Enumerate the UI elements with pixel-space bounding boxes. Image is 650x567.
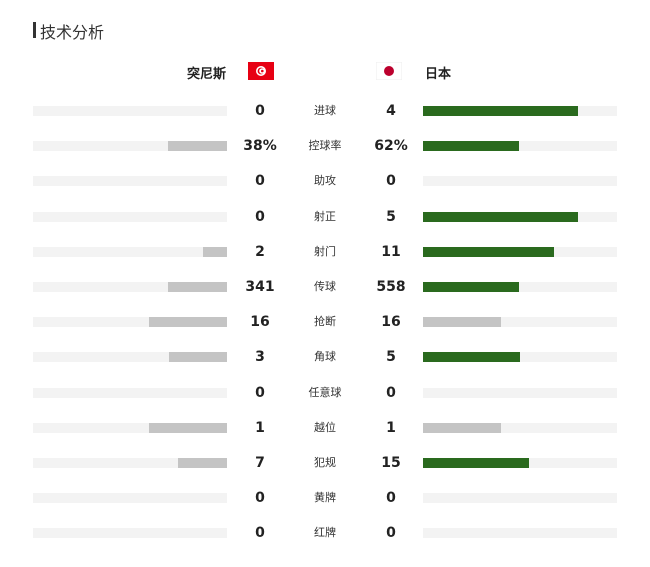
stat-label: 红牌 [314,526,336,540]
stat-label: 助攻 [314,174,336,188]
home-bar [168,352,227,363]
home-bar [149,422,227,433]
home-value: 16 [250,314,270,331]
away-value: 15 [381,455,401,471]
home-track [33,282,227,292]
away-bar [423,211,579,222]
away-track [423,387,617,398]
away-bar [423,282,520,292]
home-value: 7 [255,455,265,471]
home-track [33,528,227,539]
away-value: 0 [386,384,396,401]
home-track [33,246,227,257]
away-track [423,528,617,539]
home-track [33,106,227,116]
away-bar [423,458,529,468]
home-value: 3 [255,349,265,366]
away-value: 0 [386,525,396,542]
away-value: 11 [381,243,401,260]
home-track [33,493,227,504]
away-bar [423,141,520,152]
away-value: 558 [376,279,406,295]
away-value: 5 [386,208,396,225]
home-flag [248,62,274,80]
away-bar [423,352,520,363]
away-track [423,176,617,187]
home-track [33,141,227,152]
home-value: 0 [255,490,265,507]
home-value: 0 [255,173,265,190]
away-bar [423,106,579,116]
home-track [33,387,227,398]
away-value: 4 [386,103,396,119]
home-track [33,317,227,328]
away-track [423,422,617,433]
away-value: 16 [381,314,401,331]
stat-label: 抢断 [314,315,336,329]
away-track [423,352,617,363]
away-track [423,493,617,504]
home-bar [168,141,227,152]
home-team: 突尼斯 [186,67,226,82]
stat-label: 角球 [314,350,336,364]
stat-label: 进球 [314,104,336,117]
away-flag [376,62,402,80]
stat-label: 射正 [314,209,336,223]
away-bar [423,317,501,328]
away-track [423,211,617,222]
away-team: 日本 [425,67,452,82]
away-track [423,141,617,152]
away-bar [423,246,555,257]
home-bar [203,246,227,257]
home-value: 38% [243,138,277,155]
away-track [423,106,617,116]
title-marker [33,22,36,38]
stat-label: 犯规 [314,456,336,469]
stat-label: 传球 [314,280,336,293]
away-track [423,458,617,468]
home-bar [149,317,227,328]
section-title: 技术分析 [40,23,105,42]
stat-label: 越位 [314,420,336,434]
away-value: 0 [386,173,396,190]
home-value: 0 [255,384,265,401]
home-track [33,422,227,433]
away-value: 5 [386,349,396,366]
away-bar [423,422,501,433]
home-bar [168,282,227,292]
home-value: 0 [255,103,265,119]
away-track [423,282,617,292]
stat-label: 任意球 [308,385,342,399]
home-value: 1 [255,419,265,436]
stat-label: 黄牌 [314,491,336,505]
home-track [33,458,227,468]
home-value: 2 [255,243,265,260]
away-value: 62% [374,138,408,155]
home-value: 0 [255,208,265,225]
stat-label: 射门 [314,244,336,258]
home-value: 341 [245,279,275,295]
home-bar [177,458,227,468]
away-track [423,246,617,257]
home-track [33,352,227,363]
home-track [33,211,227,222]
away-track [423,317,617,328]
home-track [33,176,227,187]
away-value: 0 [386,490,396,507]
away-value: 1 [386,419,396,436]
home-value: 0 [255,525,265,542]
stat-label: 控球率 [308,139,342,153]
